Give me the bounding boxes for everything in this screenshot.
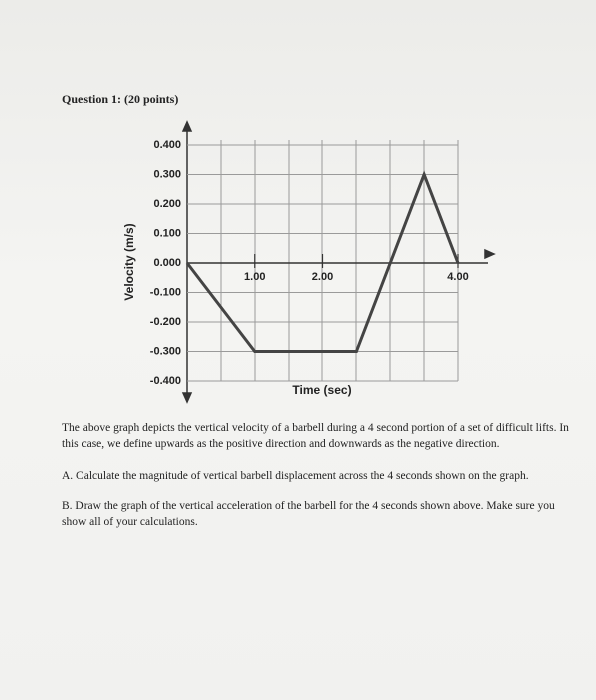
part-a: A. Calculate the magnitude of vertical b… — [62, 470, 529, 482]
y-tick-label: 0.200 — [153, 198, 181, 210]
y-tick-label: -0.400 — [150, 375, 181, 387]
description: The above graph depicts the vertical vel… — [62, 422, 569, 450]
question-title: Question 1: (20 points) — [62, 92, 179, 106]
x-axis-label: Time (sec) — [292, 383, 351, 397]
y-tick-label: 0.300 — [153, 168, 181, 180]
velocity-line — [185, 170, 460, 353]
x-tick-label: 4.00 — [447, 271, 468, 283]
y-tick-label: 0.400 — [153, 139, 181, 151]
x-tick-label: 1.00 — [244, 271, 265, 283]
y-tick-label: -0.200 — [150, 316, 181, 328]
y-tick-label: -0.100 — [150, 286, 181, 298]
y-tick-label: 0.100 — [153, 227, 181, 239]
y-tick-label: -0.300 — [150, 345, 181, 357]
y-tick-label: 0.000 — [153, 257, 181, 269]
part-b: B. Draw the graph of the vertical accele… — [62, 500, 555, 528]
y-axis-label: Velocity (m/s) — [122, 223, 136, 300]
axes — [181, 120, 496, 404]
x-tick-label: 2.00 — [312, 271, 333, 283]
